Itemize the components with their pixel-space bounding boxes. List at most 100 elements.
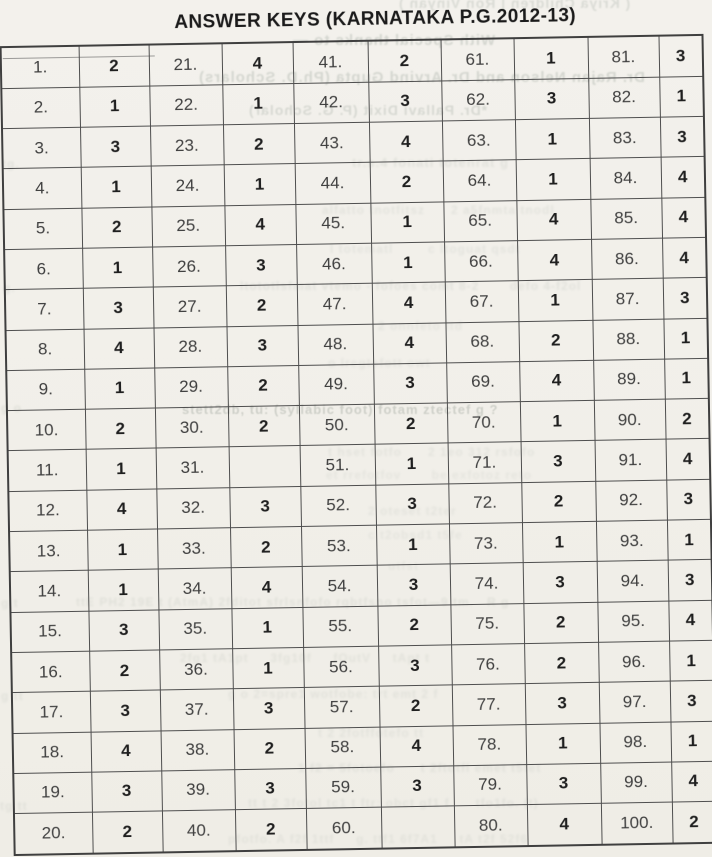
question-number-cell: 100. <box>600 802 673 845</box>
answer-value-cell: 2 <box>524 642 599 684</box>
answer-value-cell: 2 <box>521 481 596 523</box>
answer-value-cell: 3 <box>669 680 712 722</box>
question-number-cell: 79. <box>453 764 527 806</box>
answer-value-cell: 4 <box>90 730 162 772</box>
question-number-cell: 41. <box>292 40 369 84</box>
answer-value-cell: 2 <box>78 44 150 88</box>
answer-value-cell: 2 <box>225 284 298 327</box>
answer-value-cell: 4 <box>517 239 592 281</box>
answer-value-cell: 4 <box>371 282 446 324</box>
answer-value-cell: 3 <box>514 78 589 120</box>
answer-value-cell: 2 <box>89 649 160 692</box>
answer-value-cell: 1 <box>87 569 159 611</box>
question-number-cell: 73. <box>448 522 523 565</box>
question-number-cell: 88. <box>592 318 665 361</box>
question-number-cell: 91. <box>594 439 667 482</box>
question-number-cell: 47. <box>296 283 373 326</box>
question-number-cell: 62. <box>441 79 515 122</box>
answer-value-cell: 2 <box>227 365 299 407</box>
answer-value-cell: 3 <box>368 80 442 123</box>
question-number-cell: 51. <box>299 444 376 487</box>
answer-value-cell: 4 <box>516 199 592 241</box>
question-number-cell: 13. <box>9 530 88 572</box>
question-number-cell: 22. <box>149 84 223 127</box>
question-number-cell: 65. <box>443 200 518 242</box>
question-number-cell: 35. <box>158 608 233 650</box>
answer-value-cell: 4 <box>526 803 602 847</box>
answer-value-cell: 3 <box>229 486 302 528</box>
answer-value-cell: 3 <box>522 561 598 604</box>
question-number-cell: 74. <box>449 562 524 605</box>
question-number-cell: 20. <box>13 812 93 856</box>
question-number-cell: 61. <box>440 38 515 81</box>
question-number-cell: 2. <box>1 87 81 129</box>
question-number-cell: 57. <box>303 686 380 728</box>
answer-value-cell: 1 <box>371 241 445 284</box>
answer-value-cell: 2 <box>230 526 302 569</box>
question-number-cell: 95. <box>597 600 670 643</box>
answer-value-cell: 1 <box>670 720 712 762</box>
question-number-cell: 32. <box>156 487 231 530</box>
answer-value-cell: 4 <box>372 322 447 365</box>
question-number-cell: 66. <box>444 240 518 283</box>
answer-value-cell: 3 <box>520 440 596 483</box>
answer-value-cell: 2 <box>227 405 300 448</box>
question-number-cell: 33. <box>157 527 231 570</box>
question-number-cell: 78. <box>452 724 527 766</box>
question-number-cell: 69. <box>446 361 520 404</box>
question-number-cell: 39. <box>161 769 235 812</box>
answer-value-cell: 1 <box>669 640 712 682</box>
question-number-cell: 7. <box>4 288 84 331</box>
question-number-cell: 9. <box>6 369 85 411</box>
question-number-cell: 54. <box>301 565 378 608</box>
question-number-cell: 98. <box>599 721 672 764</box>
answer-value-cell: 1 <box>374 443 449 485</box>
answer-value-cell: 3 <box>232 687 305 730</box>
question-number-cell: 80. <box>453 804 528 848</box>
answer-value-cell: 3 <box>526 763 601 805</box>
question-number-cell: 10. <box>6 409 86 452</box>
question-number-cell: 48. <box>297 323 374 366</box>
answer-value-cell: 3 <box>226 325 299 367</box>
answer-value-cell: 4 <box>83 327 155 370</box>
answer-value-cell: 4 <box>661 197 707 239</box>
answer-value-cell: 2 <box>233 727 306 770</box>
question-number-cell: 85. <box>590 197 663 240</box>
answer-value-cell: 1 <box>79 85 150 128</box>
question-number-cell: 45. <box>295 202 372 245</box>
question-number-cell: 87. <box>591 278 664 320</box>
answer-value-cell: 1 <box>525 722 601 765</box>
answer-value-cell: 2 <box>222 123 295 166</box>
answer-value-cell: 4 <box>230 566 303 609</box>
question-number-cell: 93. <box>595 520 668 562</box>
question-number-cell: 82. <box>588 76 660 119</box>
answer-value-cell: 2 <box>91 811 163 854</box>
answer-value-cell: 4 <box>668 599 712 641</box>
question-number-cell: 8. <box>5 328 85 371</box>
answer-value-cell: 1 <box>87 529 158 571</box>
question-number-cell: 75. <box>450 603 525 645</box>
answer-value-cell: 3 <box>376 564 451 606</box>
answer-value-cell: 1 <box>515 158 591 201</box>
question-number-cell: 46. <box>296 243 372 285</box>
answer-value-cell: 3 <box>80 126 151 168</box>
question-number-cell: 64. <box>442 160 517 202</box>
question-number-cell: 81. <box>587 35 660 79</box>
question-number-cell: 76. <box>451 643 525 686</box>
question-number-cell: 83. <box>588 117 661 159</box>
question-number-cell: 37. <box>159 688 234 731</box>
answer-key-table-body: 1. 2 21. 4 41. 2 61. 1 81. 3 2. 1 22. 1 42. 3 62. 3 82. 1 3.… <box>0 34 712 856</box>
answer-value-cell: 3 <box>659 116 705 158</box>
answer-value-cell: 4 <box>224 204 297 246</box>
question-number-cell: 6. <box>4 248 83 290</box>
answer-value-cell: 2 <box>518 319 594 362</box>
question-number-cell: 29. <box>154 366 228 409</box>
question-number-cell: 40. <box>161 809 236 853</box>
answer-key-table: 1. 2 21. 4 41. 2 61. 1 81. 3 2. 1 22. 1 42. 3 62. 3 82. 1 3.… <box>0 33 712 857</box>
answer-value-cell: 2 <box>671 801 712 844</box>
question-number-cell: 58. <box>304 726 381 769</box>
question-number-cell: 15. <box>10 610 90 653</box>
question-number-cell: 44. <box>294 162 371 205</box>
